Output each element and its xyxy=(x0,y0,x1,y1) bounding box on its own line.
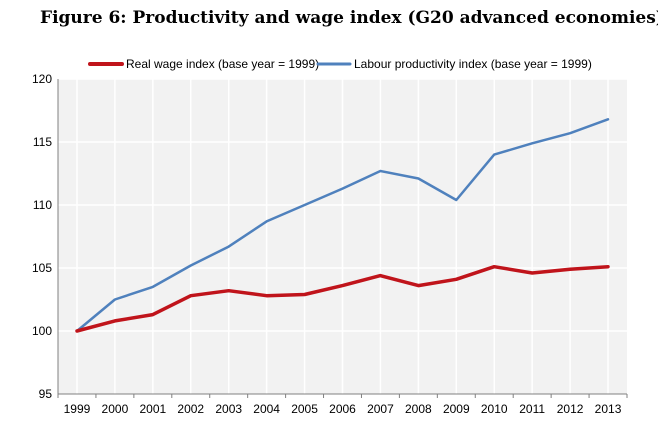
axes xyxy=(57,79,628,398)
x-tick-label: 2000 xyxy=(102,402,129,416)
x-tick-label: 1999 xyxy=(64,402,91,416)
x-tick-label: 2006 xyxy=(329,402,356,416)
series-line-real-wage xyxy=(75,264,610,333)
x-tick-label: 2008 xyxy=(405,402,432,416)
y-tick-label: 110 xyxy=(33,198,52,212)
chart-title: Figure 6: Productivity and wage index (G… xyxy=(40,8,658,28)
x-tick-labels: 1999 2000 2001 2002 2003 2004 2005 2006 2007 2008… xyxy=(64,402,622,416)
legend-label: Real wage index (base year = 1999) xyxy=(126,57,319,71)
x-tick-label: 2003 xyxy=(215,402,242,416)
x-tick-label: 2001 xyxy=(139,402,166,416)
y-tick-label: 115 xyxy=(33,135,52,149)
y-tick-labels: 95 100 105 110 115 120 xyxy=(32,72,52,401)
y-tick-label: 100 xyxy=(32,324,52,338)
x-tick-label: 2013 xyxy=(595,402,622,416)
y-tick-label: 105 xyxy=(32,261,52,275)
x-tick-label: 2009 xyxy=(443,402,470,416)
y-tick-label: 95 xyxy=(39,387,53,401)
x-tick-label: 2007 xyxy=(367,402,394,416)
x-tick-label: 2012 xyxy=(557,402,584,416)
series-line-labour-productivity xyxy=(75,118,610,333)
legend-label: Labour productivity index (base year = 1… xyxy=(354,57,592,71)
y-tick-label: 120 xyxy=(32,72,52,86)
x-tick-label: 2011 xyxy=(519,402,545,416)
legend: Real wage index (base year = 1999) Labour… xyxy=(88,57,592,71)
x-tick-label: 2005 xyxy=(291,402,318,416)
series-lines xyxy=(75,118,610,333)
x-tick-label: 2004 xyxy=(253,402,280,416)
x-tick-label: 2002 xyxy=(177,402,204,416)
grid-lines xyxy=(58,78,627,394)
x-tick-label: 2010 xyxy=(481,402,508,416)
